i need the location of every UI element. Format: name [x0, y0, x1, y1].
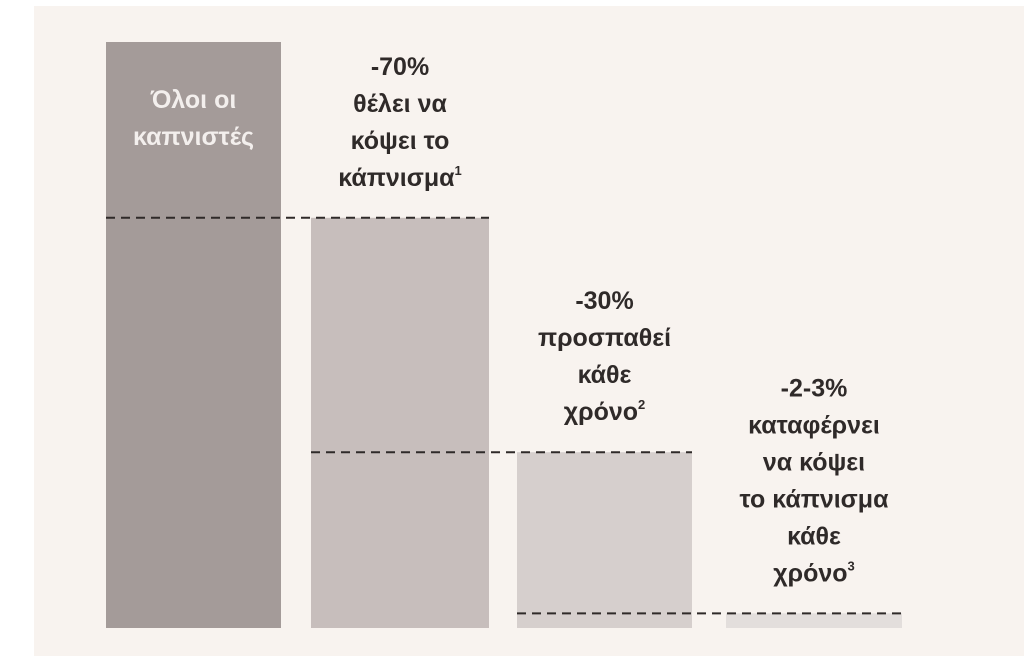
- footnote-marker: 2: [638, 397, 645, 412]
- label-line: κάθε: [787, 522, 841, 550]
- label-line: χρόνο3: [773, 558, 855, 587]
- label-line: καταφέρνει: [748, 411, 880, 439]
- label-line: προσπαθεί: [538, 324, 671, 352]
- value-label: -70%: [371, 53, 429, 81]
- dashed-lines-layer: [106, 216, 902, 615]
- label-line: Όλοι οι: [150, 86, 237, 114]
- label-succeed-each-year: -2-3% καταφέρνει να κόψει το κάπνισμα κάθε χρ…: [740, 374, 890, 587]
- label-line: να κόψει: [763, 448, 865, 476]
- label-line: κάπνισμα1: [338, 163, 461, 192]
- bar-want-to-quit: [311, 217, 489, 629]
- label-line: καπνιστές: [133, 123, 254, 151]
- label-all-smokers: Όλοι οι καπνιστές: [133, 86, 254, 151]
- label-line: κάθε: [578, 361, 632, 389]
- bar-all-smokers: [106, 42, 281, 628]
- bar-succeed-each-year: [726, 613, 902, 628]
- label-line: χρόνο2: [564, 397, 646, 426]
- footnote-marker: 3: [848, 558, 855, 573]
- value-label: -30%: [575, 287, 633, 315]
- bar-try-each-year: [517, 452, 692, 628]
- labels-layer: Όλοι οι καπνιστές -70% θέλει να κόψει το κάπν…: [133, 53, 889, 588]
- label-line: κόψει το: [351, 127, 450, 155]
- bars-layer: [106, 42, 902, 629]
- label-try-each-year: -30% προσπαθεί κάθε χρόνο2: [538, 287, 671, 426]
- label-line: θέλει να: [353, 90, 447, 118]
- label-want-to-quit: -70% θέλει να κόψει το κάπνισμα1: [338, 53, 461, 192]
- label-line: το κάπνισμα: [740, 485, 890, 513]
- value-label: -2-3%: [781, 374, 848, 402]
- footnote-marker: 1: [455, 163, 462, 178]
